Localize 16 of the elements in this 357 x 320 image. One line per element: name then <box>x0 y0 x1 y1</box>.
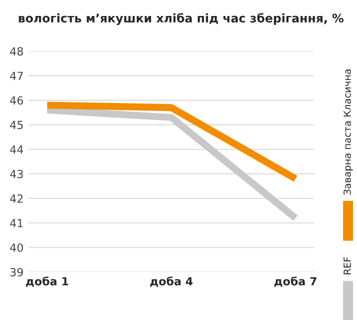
y-tick-label: 47 <box>10 72 23 80</box>
y-tick-label: 46 <box>10 96 23 105</box>
y-tick-label: 40 <box>10 243 23 252</box>
y-tick-label: 48 <box>10 47 23 56</box>
y-tick-label: 43 <box>10 170 23 178</box>
y-tick-label: 45 <box>10 120 23 130</box>
y-tick-label: 41 <box>10 219 23 228</box>
y-tick-label: 39 <box>10 268 23 276</box>
text: REF <box>344 257 351 274</box>
x-tick-label: доба 7 <box>274 276 316 287</box>
y-tick-label: 42 <box>10 194 23 203</box>
x-tick-label: доба 1 <box>26 276 68 287</box>
text: Заварна паста Класична <box>344 69 353 195</box>
y-tick-label: 44 <box>10 145 24 154</box>
x-tick-label: доба 4 <box>150 276 193 287</box>
chart-title: вологість м’якушки хліба під час зберігання, % <box>18 13 344 25</box>
